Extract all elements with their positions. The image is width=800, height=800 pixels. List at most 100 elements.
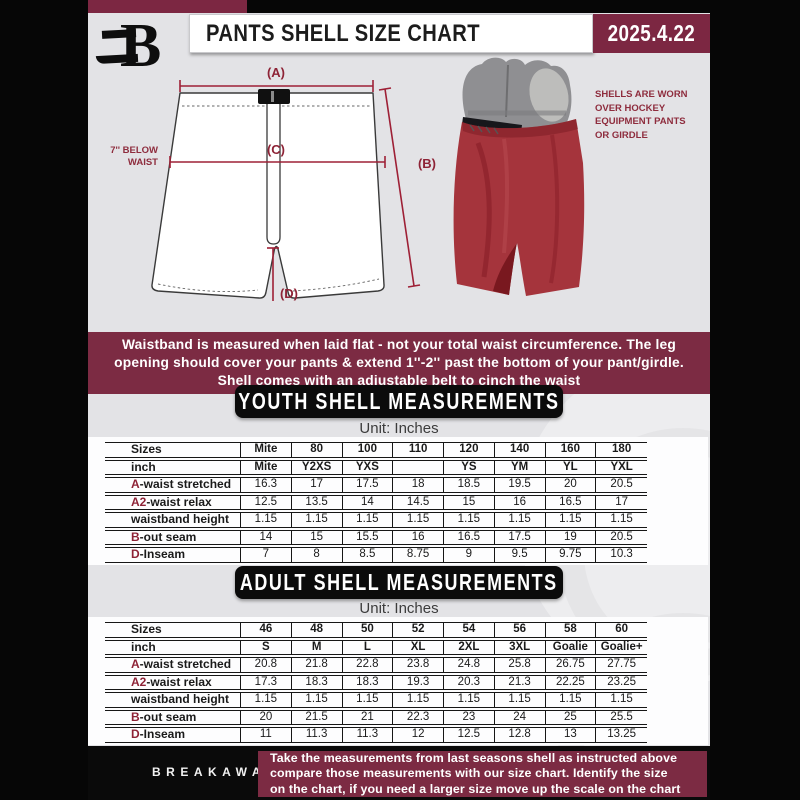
row-label-prefix: B bbox=[131, 709, 140, 724]
table-cell: YS bbox=[444, 459, 495, 475]
table-cell: 100 bbox=[342, 442, 394, 458]
shell-body bbox=[453, 119, 585, 296]
shorts-measurement-diagram: (A) (C) (B) (D) 7'' BELOW WAIST bbox=[110, 65, 436, 301]
table-row: inch Mite Y2XS YXS YS YM YL YXL bbox=[105, 459, 647, 475]
info-banner-text: Waistband is measured when laid flat - n… bbox=[114, 337, 684, 388]
row-label-prefix: D bbox=[131, 547, 140, 561]
shell-top-shade bbox=[462, 119, 578, 138]
table-cell: 120 bbox=[444, 442, 495, 458]
table-cell: 1.15 bbox=[291, 692, 343, 708]
table-cell: 160 bbox=[545, 442, 597, 458]
table-cell: 1.15 bbox=[241, 512, 292, 528]
table-cell: 1.15 bbox=[342, 512, 394, 528]
row-label: B-out seam bbox=[105, 529, 241, 545]
table-cell: 16.3 bbox=[241, 477, 292, 493]
belt-buckle bbox=[271, 91, 274, 102]
breakaway-logo-icon: B bbox=[95, 12, 192, 80]
header-accent-strip bbox=[88, 0, 247, 13]
table-cell: Goalie+ bbox=[596, 639, 647, 655]
girdle-seam bbox=[505, 64, 509, 118]
table-cell: 20 bbox=[241, 709, 292, 725]
table-cell: 24.8 bbox=[444, 657, 495, 673]
youth-section-title: YOUTH SHELL MEASUREMENTS bbox=[238, 388, 560, 414]
footer-instructions-box: Take the measurements from last seasons … bbox=[258, 751, 707, 797]
table-cell: 16 bbox=[494, 494, 546, 510]
table-row: inch S M L XL 2XL 3XL Goalie Goalie+ bbox=[105, 639, 647, 655]
table-cell: 110 bbox=[393, 442, 444, 458]
adult-unit-label: Unit: Inches bbox=[359, 600, 439, 617]
table-row: A2-waist relax 12.5 13.5 14 14.5 15 16 16.5 17 bbox=[105, 494, 647, 510]
table-cell: 9 bbox=[444, 547, 495, 563]
table-cell: 21.3 bbox=[494, 674, 546, 690]
table-cell: 7 bbox=[241, 547, 292, 563]
info-banner: Waistband is measured when laid flat - n… bbox=[88, 332, 710, 394]
table-cell: 11.3 bbox=[291, 727, 343, 743]
table-cell: 56 bbox=[494, 622, 546, 638]
left-hem-stitch bbox=[157, 283, 259, 292]
measure-line-d bbox=[267, 247, 279, 301]
table-cell: 17 bbox=[596, 494, 647, 510]
table-cell: S bbox=[241, 639, 292, 655]
youth-section-banner: YOUTH SHELL MEASUREMENTS bbox=[235, 385, 563, 418]
table-cell: 8.5 bbox=[342, 547, 394, 563]
table-cell: 58 bbox=[545, 622, 597, 638]
table-cell: 54 bbox=[444, 622, 495, 638]
row-label: Sizes bbox=[105, 442, 241, 458]
table-cell: 14 bbox=[241, 529, 292, 545]
table-row: D-Inseam 7 8 8.5 8.75 9 9.5 9.75 10.3 bbox=[105, 547, 647, 563]
table-cell: 19.3 bbox=[393, 674, 444, 690]
table-cell: 1.15 bbox=[545, 512, 597, 528]
table-cell: 11.3 bbox=[342, 727, 394, 743]
row-label-prefix: A bbox=[131, 657, 140, 671]
row-label: waistband height bbox=[105, 692, 241, 708]
table-cell: 20.3 bbox=[444, 674, 495, 690]
table-cell: YXS bbox=[342, 459, 394, 475]
table-cell: 1.15 bbox=[393, 692, 444, 708]
table-cell: 16 bbox=[393, 529, 444, 545]
table-cell: Mite bbox=[241, 442, 292, 458]
table-cell: 13.25 bbox=[596, 727, 647, 743]
row-label-prefix: A2 bbox=[131, 494, 147, 509]
table-row: B-out seam 14 15 15.5 16 16.5 17.5 19 20.5 bbox=[105, 529, 647, 545]
table-cell: 140 bbox=[494, 442, 546, 458]
table-cell: 13 bbox=[545, 727, 597, 743]
adult-table-panel bbox=[88, 617, 708, 745]
row-label: A2-waist relax bbox=[105, 674, 241, 690]
row-label-prefix: D bbox=[131, 727, 140, 741]
table-cell: M bbox=[291, 639, 343, 655]
date-badge: 2025.4.22 bbox=[593, 14, 710, 53]
measure-line-a bbox=[179, 80, 374, 92]
table-cell: 2XL bbox=[444, 639, 495, 655]
table-cell: 1.15 bbox=[342, 692, 394, 708]
table-cell: 21.5 bbox=[291, 709, 343, 725]
label-a: (A) bbox=[267, 65, 285, 80]
footer-instructions-text: Take the measurements from last seasons … bbox=[270, 751, 681, 796]
table-cell bbox=[393, 459, 444, 475]
fly-panel bbox=[266, 94, 281, 245]
row-label: B-out seam bbox=[105, 709, 241, 725]
table-cell: 1.15 bbox=[291, 512, 343, 528]
table-cell: Goalie bbox=[545, 639, 597, 655]
shell-shadow bbox=[493, 243, 517, 295]
table-cell: 180 bbox=[596, 442, 647, 458]
table-cell: 13.5 bbox=[291, 494, 343, 510]
table-cell: 8 bbox=[291, 547, 343, 563]
table-cell: YL bbox=[545, 459, 597, 475]
table-row: waistband height 1.15 1.15 1.15 1.15 1.15 1.15… bbox=[105, 692, 647, 708]
table-cell: 16.5 bbox=[444, 529, 495, 545]
table-cell: 25 bbox=[545, 709, 597, 725]
table-cell: 1.15 bbox=[494, 692, 546, 708]
table-cell: 21.8 bbox=[291, 657, 343, 673]
page-title: PANTS SHELL SIZE CHART bbox=[206, 19, 480, 47]
table-cell: 19.5 bbox=[494, 477, 546, 493]
measure-line-c bbox=[169, 156, 386, 168]
table-cell: 20 bbox=[545, 477, 597, 493]
shell-note: SHELLS ARE WORN OVER HOCKEY EQUIPMENT PA… bbox=[595, 89, 688, 141]
table-row: waistband height 1.15 1.15 1.15 1.15 1.15 1.15… bbox=[105, 512, 647, 528]
logo-letter: B bbox=[120, 12, 162, 80]
below-waist-label: WAIST bbox=[128, 157, 158, 168]
table-cell: 60 bbox=[596, 622, 647, 638]
table-row: D-Inseam 11 11.3 11.3 12 12.5 12.8 13 13.25 bbox=[105, 727, 647, 743]
table-cell: 11 bbox=[241, 727, 292, 743]
table-cell: 25.8 bbox=[494, 657, 546, 673]
